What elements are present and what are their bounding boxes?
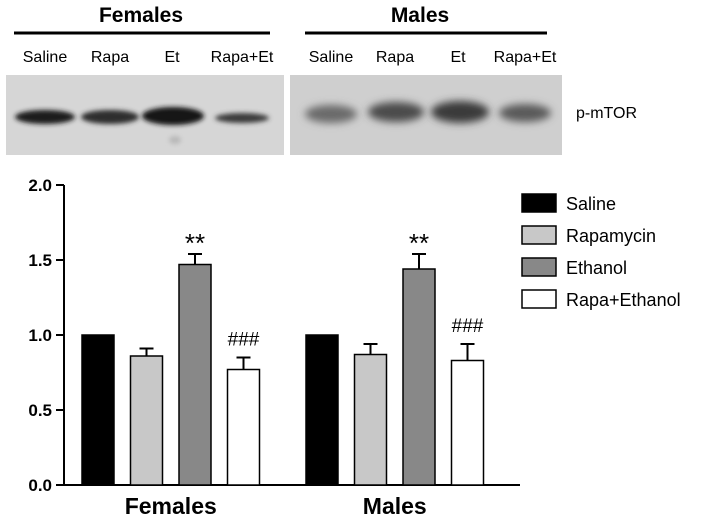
band-male-rapa-et bbox=[499, 104, 551, 122]
legend-label: Saline bbox=[566, 194, 616, 214]
legend-swatch bbox=[521, 225, 557, 245]
lane-label-female-2: Rapa bbox=[91, 49, 129, 66]
lane-label-male-3: Et bbox=[450, 49, 466, 66]
blot-group-label-females: Females bbox=[99, 4, 183, 27]
band-female-et bbox=[142, 107, 204, 125]
legend-swatch bbox=[521, 289, 557, 309]
legend-label: Rapa+Ethanol bbox=[566, 290, 681, 310]
band-male-et bbox=[431, 101, 489, 123]
x-category-label: Females bbox=[125, 493, 217, 519]
band-male-rapa bbox=[368, 102, 424, 122]
band-female-rapa bbox=[81, 110, 139, 124]
annotation-significance-stars: ** bbox=[185, 228, 205, 258]
lane-label-male-4: Rapa+Et bbox=[494, 49, 557, 66]
band-female-rapa-et bbox=[215, 113, 269, 123]
blot-header: Females Males Saline Rapa Et Rapa+Et Sal… bbox=[14, 4, 557, 66]
bar-rapamycin-males bbox=[353, 353, 388, 486]
bars: ** ### ** ### bbox=[81, 228, 485, 486]
legend: Saline Rapamycin Ethanol Rapa+Ethanol bbox=[521, 193, 681, 310]
annotation-hash-marks: ### bbox=[228, 330, 260, 351]
lane-label-male-2: Rapa bbox=[376, 49, 414, 66]
bar-rapamycin-females bbox=[129, 355, 164, 486]
bar-rapa-ethanol-males bbox=[450, 359, 485, 486]
y-axis: 0.0 0.5 1.0 1.5 2.0 bbox=[28, 176, 520, 495]
annotation-significance-stars: ** bbox=[409, 228, 429, 258]
protein-label: p-mTOR bbox=[576, 105, 637, 122]
lane-label-female-1: Saline bbox=[23, 49, 68, 66]
legend-swatch bbox=[521, 257, 557, 277]
bar-rapa-ethanol-females bbox=[226, 368, 261, 486]
band-female-saline bbox=[15, 110, 75, 124]
blot-panel-females bbox=[6, 75, 284, 155]
y-tick-label: 0.0 bbox=[28, 476, 52, 495]
blot-group-label-males: Males bbox=[391, 4, 449, 27]
lane-label-female-3: Et bbox=[164, 49, 180, 66]
blot-panel-males bbox=[290, 75, 562, 155]
legend-label: Ethanol bbox=[566, 258, 627, 278]
bar-ethanol-males bbox=[402, 268, 436, 486]
x-axis-labels: Females Males bbox=[125, 493, 427, 519]
bar-chart: 0.00.51.01.52.0 **###**### Females Males … bbox=[28, 176, 680, 519]
band-male-saline bbox=[305, 105, 357, 123]
y-tick-label: 1.5 bbox=[28, 251, 52, 270]
y-tick-label: 0.5 bbox=[28, 401, 52, 420]
bar-ethanol-females bbox=[178, 263, 212, 486]
y-tick-label: 2.0 bbox=[28, 176, 52, 195]
x-category-label: Males bbox=[363, 493, 427, 519]
bar-saline-females bbox=[81, 334, 115, 486]
lane-label-male-1: Saline bbox=[309, 49, 354, 66]
lane-label-female-4: Rapa+Et bbox=[211, 49, 274, 66]
legend-swatch bbox=[521, 193, 557, 213]
y-tick-label: 1.0 bbox=[28, 326, 52, 345]
legend-label: Rapamycin bbox=[566, 226, 656, 246]
bar-saline-males bbox=[305, 334, 339, 486]
annotation-hash-marks: ### bbox=[452, 316, 484, 337]
